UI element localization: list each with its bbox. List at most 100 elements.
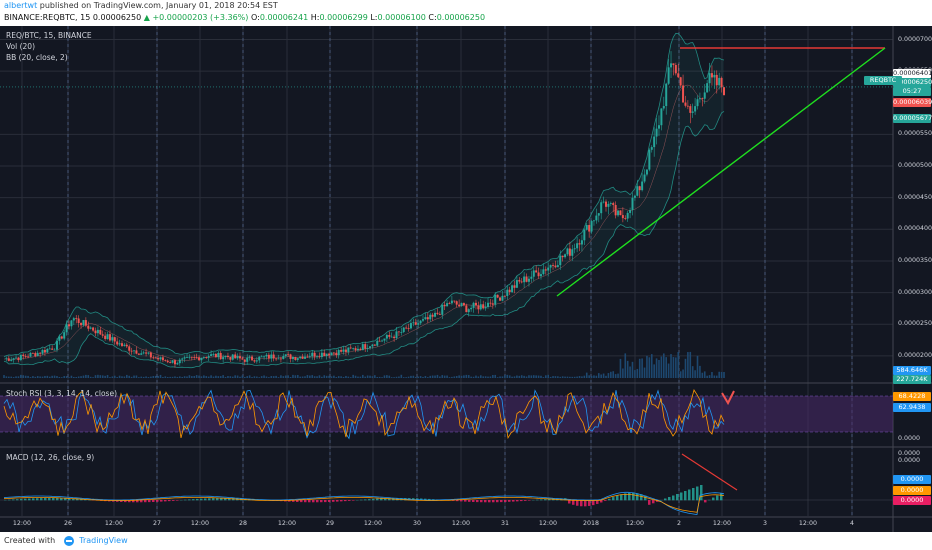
macd-histogram-bar — [476, 500, 479, 503]
volume-bar — [239, 376, 241, 378]
price-tag: 0.00006401 — [893, 69, 932, 78]
main-pane-title[interactable]: REQ/BTC, 15, BINANCE — [6, 31, 92, 40]
candle-body — [263, 356, 266, 358]
macd-histogram-bar — [480, 500, 483, 503]
volume-bar — [349, 377, 352, 378]
macd-histogram-bar — [172, 500, 175, 501]
stoch-tick[interactable]: 0.0000 — [898, 435, 921, 442]
time-tick[interactable]: 12:00 — [798, 520, 818, 527]
time-tick[interactable]: 2018 — [582, 520, 600, 527]
time-tick[interactable]: 30 — [412, 520, 422, 527]
candle-body — [354, 348, 357, 351]
bb-indicator-label[interactable]: BB (20, close, 2) — [6, 53, 68, 62]
macd-histogram-bar — [672, 495, 675, 501]
macd-histogram-bar — [380, 498, 383, 501]
candle-body — [566, 248, 569, 255]
candle-body — [154, 357, 157, 359]
tradingview-link[interactable]: TradingView — [79, 536, 128, 545]
volume-bar — [15, 376, 17, 378]
macd-histogram-bar — [204, 498, 207, 501]
candle-body — [472, 302, 475, 308]
macd-label[interactable]: MACD (12, 26, close, 9) — [6, 453, 95, 462]
volume-bar — [583, 375, 586, 378]
volume-bar — [600, 374, 602, 378]
stoch-rsi-label[interactable]: Stoch RSI (3, 3, 14, 14, close) — [6, 389, 117, 398]
macd-tag: 0.0000 — [893, 486, 931, 495]
volume-indicator-label[interactable]: Vol (20) — [6, 42, 36, 51]
candle-body — [36, 352, 39, 357]
time-tick[interactable]: 3 — [762, 520, 768, 527]
macd-signal-line — [3, 494, 725, 513]
volume-bar — [56, 376, 58, 378]
candle-body — [17, 357, 20, 361]
time-tick[interactable]: 29 — [325, 520, 335, 527]
time-tick[interactable]: 12:00 — [538, 520, 558, 527]
candle-body — [352, 348, 355, 350]
volume-bar — [374, 375, 376, 378]
chart-canvas[interactable] — [0, 26, 932, 532]
candle-body — [253, 360, 256, 362]
stoch-k-line — [3, 389, 725, 440]
time-tick[interactable]: 12:00 — [363, 520, 383, 527]
macd-histogram-bar — [512, 500, 515, 502]
volume-bar — [236, 375, 239, 378]
volume-bar — [121, 376, 123, 378]
candle-body — [238, 356, 241, 359]
volume-bar — [472, 376, 475, 378]
macd-histogram-bar — [124, 500, 127, 503]
time-tick[interactable]: 12:00 — [625, 520, 645, 527]
macd-tick[interactable]: 0.0000 — [898, 450, 921, 457]
time-tick[interactable]: 28 — [238, 520, 248, 527]
macd-tick[interactable]: 0.0000 — [898, 457, 921, 464]
price-tag: 584.646K — [893, 366, 931, 375]
time-tick[interactable]: 2 — [676, 520, 682, 527]
candle-body — [650, 147, 653, 150]
macd-histogram-bar — [140, 500, 143, 503]
time-tick[interactable]: 27 — [152, 520, 162, 527]
time-tick[interactable]: 12:00 — [190, 520, 210, 527]
time-tick[interactable]: 26 — [63, 520, 73, 527]
time-tick[interactable]: 12:00 — [104, 520, 124, 527]
candle-body — [279, 358, 282, 360]
candle-body — [371, 344, 374, 347]
volume-bar — [224, 376, 227, 378]
candle-body — [84, 320, 87, 326]
candle-body — [34, 353, 37, 357]
candle-body — [142, 352, 145, 354]
time-tick[interactable]: 4 — [849, 520, 855, 527]
candle-body — [46, 348, 49, 353]
time-tick[interactable]: 12:00 — [451, 520, 471, 527]
time-tick[interactable]: 31 — [500, 520, 510, 527]
volume-bar — [561, 376, 564, 378]
volume-bar — [123, 376, 126, 378]
chart-area[interactable]: REQ/BTC, 15, BINANCE Vol (20) BB (20, cl… — [0, 26, 932, 532]
candle-body — [484, 307, 487, 309]
time-tick[interactable]: 12:00 — [277, 520, 297, 527]
macd-histogram-bar — [312, 500, 315, 503]
time-tick[interactable]: 12:00 — [12, 520, 32, 527]
macd-histogram-bar — [328, 500, 331, 502]
macd-histogram-bar — [36, 498, 39, 501]
candle-body — [424, 317, 427, 320]
volume-bar — [325, 375, 328, 378]
volume-bar — [482, 376, 484, 378]
volume-bar — [8, 376, 10, 378]
author-link[interactable]: albertwt — [4, 1, 38, 10]
macd-histogram-bar — [592, 500, 595, 506]
macd-histogram-bar — [536, 499, 539, 501]
volume-bar — [395, 376, 398, 378]
volume-bar — [198, 375, 200, 378]
volume-bar — [672, 357, 675, 378]
candle-body — [576, 243, 579, 249]
candle-body — [636, 186, 639, 196]
time-tick[interactable]: 12:00 — [712, 520, 732, 527]
